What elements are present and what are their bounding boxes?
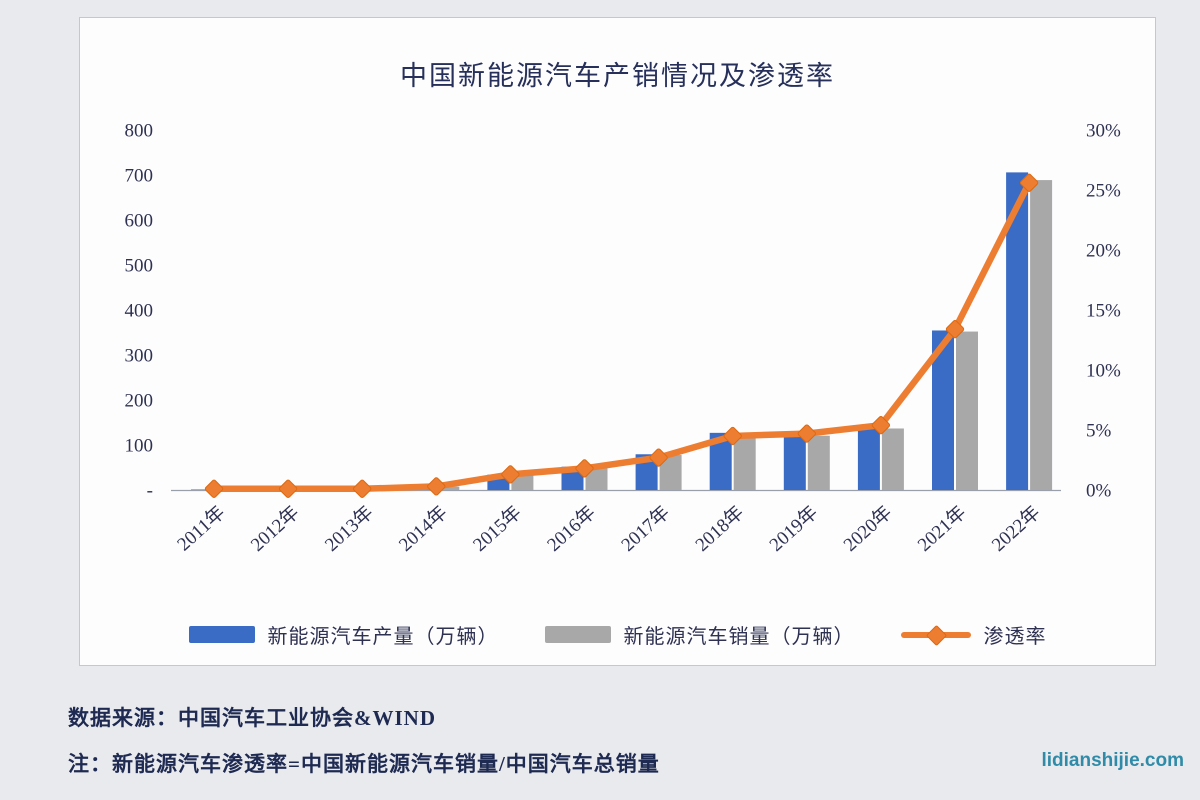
- footnote-text: 注：新能源汽车渗透率=中国新能源汽车销量/中国汽车总销量: [68, 752, 660, 776]
- bar-production: [932, 330, 954, 490]
- data-source-text: 数据来源：中国汽车工业协会&WIND: [68, 706, 436, 730]
- x-axis-label: 2011年: [173, 501, 230, 555]
- x-axis-label: 2021年: [913, 501, 970, 556]
- x-axis-label: 2017年: [617, 501, 674, 556]
- y-axis-tick-label-right: 5%: [1086, 421, 1112, 442]
- penetration-marker-icon: [945, 320, 965, 339]
- penetration-marker-icon: [278, 479, 298, 498]
- y-axis-tick-label-left: 200: [125, 391, 154, 412]
- penetration-marker-icon: [501, 465, 520, 484]
- x-axis-label: 2016年: [543, 501, 600, 556]
- bar-sales: [956, 331, 978, 490]
- y-axis-tick-label-left: 500: [125, 256, 154, 277]
- bar-production: [783, 434, 806, 490]
- y-axis-tick-label-left: 100: [125, 436, 154, 457]
- chart-card: 中国新能源汽车产销情况及渗透率 800 700 600 500 400 300 200 100…: [79, 17, 1156, 666]
- x-axis-label: 2020年: [839, 501, 896, 556]
- bar-production: [1006, 172, 1029, 490]
- penetration-marker-icon: [427, 477, 446, 496]
- x-axis-label: 2015年: [469, 501, 526, 556]
- legend-item-sales: 新能源汽车销量（万辆）: [544, 620, 855, 649]
- x-axis-label: 2013年: [320, 501, 377, 556]
- bar-production: [191, 489, 213, 490]
- y-axis-tick-label-right: 30%: [1086, 121, 1121, 142]
- y-axis-tick-label-left: 600: [125, 211, 154, 232]
- x-axis-label: 2014年: [395, 501, 452, 556]
- penetration-marker-icon: [723, 426, 742, 446]
- y-axis-tick-label-left: 800: [125, 121, 154, 142]
- penetration-marker-icon: [1019, 173, 1039, 192]
- penetration-marker-icon: [575, 459, 594, 478]
- legend-label-sales: 新能源汽车销量（万辆）: [623, 626, 855, 648]
- legend-diamond-marker-icon: [925, 624, 947, 646]
- watermark-text: lidianshijie.com: [1041, 750, 1184, 771]
- legend-item-production: 新能源汽车产量（万辆）: [188, 620, 499, 649]
- legend-item-penetration: 渗透率: [900, 620, 1047, 649]
- bar-production: [709, 432, 732, 490]
- combo-chart: 800 700 600 500 400 300 200 100 - 30% 25% 20% 15% 10%…: [125, 121, 1122, 556]
- y-axis-tick-label-left: 700: [125, 166, 154, 187]
- y-axis-tick-label-left: 400: [125, 301, 154, 322]
- penetration-marker-icon: [871, 416, 891, 435]
- penetration-marker-icon: [797, 424, 816, 443]
- x-axis-label: 2012年: [246, 501, 303, 556]
- bar-sales: [733, 433, 756, 490]
- bar-sales: [1030, 180, 1053, 490]
- x-axis-label: 2022年: [987, 501, 1044, 556]
- legend-label-production: 新能源汽车产量（万辆）: [267, 626, 499, 648]
- bar-sales: [437, 486, 460, 490]
- bar-sales: [807, 435, 830, 490]
- legend-label-penetration: 渗透率: [983, 626, 1047, 648]
- bar-sales: [585, 467, 608, 490]
- penetration-marker-icon: [353, 479, 372, 498]
- x-axis-label: 2019年: [765, 501, 822, 556]
- bar-sales: [881, 428, 904, 490]
- bar-sales: [659, 455, 682, 490]
- bar-production: [857, 428, 880, 490]
- y-axis-tick-label-right: 20%: [1086, 241, 1121, 262]
- chart-title: 中国新能源汽车产销情况及渗透率: [400, 61, 835, 91]
- y-axis-tick-label-right: 0%: [1086, 481, 1112, 502]
- penetration-marker-icon: [649, 448, 668, 467]
- legend-swatch-penetration: [900, 624, 971, 646]
- legend-swatch-production: [188, 626, 255, 643]
- y-axis-tick-label-left: -: [147, 481, 153, 502]
- y-axis-tick-label-left: 300: [125, 346, 154, 367]
- chart-legend: 新能源汽车产量（万辆） 新能源汽车销量（万辆） 渗透率: [80, 620, 1155, 649]
- y-axis-tick-label-right: 15%: [1086, 301, 1121, 322]
- x-axis-label: 2018年: [691, 501, 748, 556]
- penetration-line: [210, 179, 1033, 493]
- bar-sales: [511, 475, 534, 490]
- y-axis-tick-label-right: 10%: [1086, 361, 1121, 382]
- penetration-marker-icon: [204, 479, 224, 498]
- legend-swatch-sales: [544, 626, 611, 643]
- y-axis-tick-label-right: 25%: [1086, 181, 1121, 202]
